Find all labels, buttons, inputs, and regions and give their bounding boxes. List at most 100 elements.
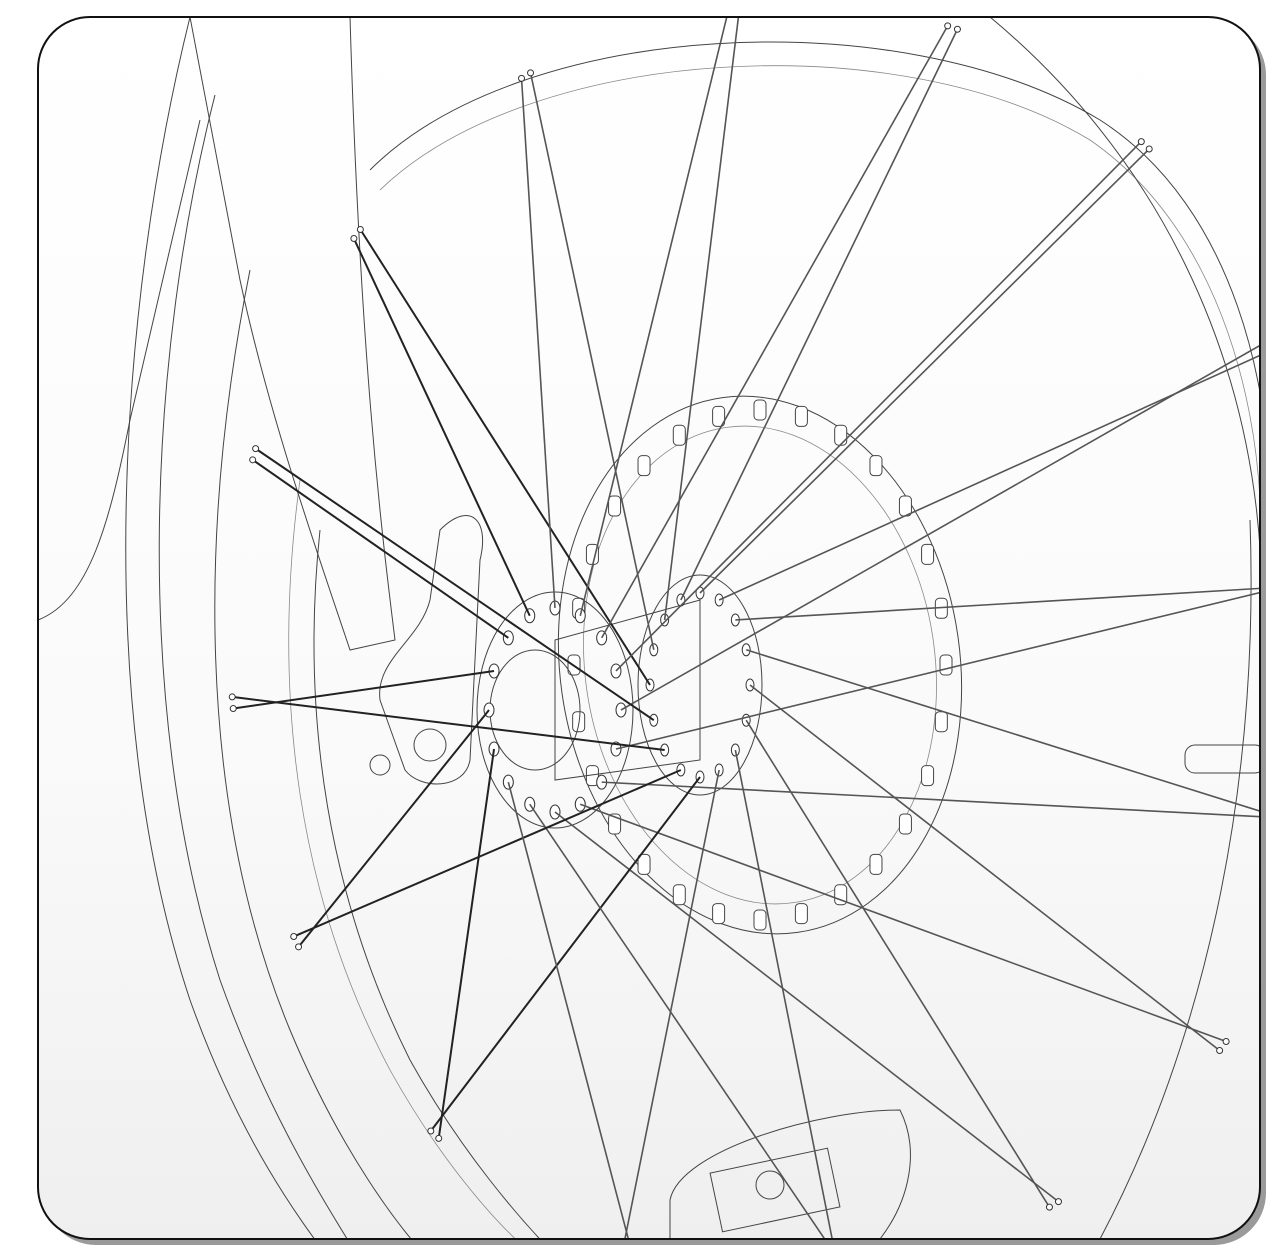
frame-border [37, 16, 1261, 1240]
spoke [579, 17, 731, 616]
spoke [663, 17, 741, 621]
spoke [430, 776, 701, 1132]
spoke-nipple [1145, 145, 1153, 153]
rotor-hole [753, 909, 767, 931]
quick-release-nut [413, 728, 447, 762]
hub-flange-left [476, 591, 634, 829]
spoke [749, 684, 1221, 1052]
spoke [680, 28, 959, 601]
spoke [293, 769, 682, 938]
wheel-drawing [38, 0, 1260, 1239]
rim-top [379, 65, 1260, 501]
spoke [520, 78, 556, 609]
reflector-bolt [755, 1170, 785, 1200]
spoke-nipple [295, 943, 303, 951]
spoke [615, 141, 1142, 672]
rotor-hole [934, 711, 948, 733]
rotor-hole [921, 543, 935, 565]
rotor-hole [898, 813, 912, 835]
rotor-hole [712, 903, 726, 925]
spoke-nipple [953, 25, 961, 33]
rotor-hole [939, 654, 953, 676]
rim-edge [313, 529, 561, 1239]
rotor-hole [712, 405, 726, 427]
spoke-nipple [1222, 1037, 1230, 1045]
rotor-hole [794, 903, 808, 925]
spoke-nipple [228, 693, 236, 701]
hub-flange-right [637, 574, 763, 796]
spoke-nipple [1137, 138, 1145, 146]
rotor-hole [572, 711, 586, 733]
spoke [600, 25, 949, 639]
spoke-nipple [229, 705, 237, 713]
spoke [255, 447, 655, 722]
rim-edge [288, 479, 541, 1239]
tire-tread [158, 94, 361, 1239]
spoke-nipple [350, 235, 358, 243]
spoke-hole [502, 774, 514, 790]
spoke [621, 769, 720, 1239]
spoke [735, 582, 1260, 621]
quick-release-hole [369, 754, 391, 776]
reflector-face [709, 1147, 841, 1233]
rotor-hole [921, 765, 935, 787]
spoke [529, 72, 655, 650]
rotor-hole [834, 424, 848, 446]
spoke [359, 228, 651, 686]
spoke [699, 148, 1150, 594]
spoke [601, 781, 1260, 821]
tire-sidewall [214, 269, 431, 1239]
reflector [669, 1109, 911, 1239]
quick-release-lever [379, 515, 484, 785]
rotor-hole [869, 853, 883, 875]
spoke-nipple [518, 74, 526, 82]
rim-right [1099, 519, 1252, 1239]
spoke-nipple [249, 456, 257, 464]
spoke [252, 458, 509, 639]
rotor-hole [608, 495, 622, 517]
rotor-hole [637, 455, 651, 477]
spoke [734, 749, 841, 1239]
brake-rotor-inner [583, 425, 937, 905]
brake-rotor [557, 395, 963, 935]
valve [1184, 744, 1260, 774]
spoke-nipple [356, 225, 364, 233]
spoke [437, 748, 496, 1139]
rotor-hole [608, 813, 622, 835]
spoke-nipple [252, 445, 260, 453]
spoke [745, 649, 1260, 833]
rotor-hole [753, 399, 767, 421]
spoke [507, 781, 634, 1239]
spoke [233, 669, 495, 710]
fender [38, 119, 201, 621]
spoke-nipple [427, 1127, 435, 1135]
rim-top [369, 41, 1260, 501]
rotor-hole [672, 884, 686, 906]
spoke [718, 342, 1260, 601]
tire-outline [125, 17, 331, 1239]
spoke-nipple [1045, 1203, 1053, 1211]
spoke [579, 803, 1227, 1043]
spoke-nipple [290, 933, 298, 941]
rotor-hole [834, 884, 848, 906]
rotor-hole [672, 424, 686, 446]
spoke [232, 695, 665, 752]
spoke [529, 803, 851, 1239]
fork-blade [189, 17, 396, 651]
rotor-hole [869, 455, 883, 477]
spoke [352, 238, 531, 617]
spoke-nipple [527, 69, 535, 77]
spoke [554, 811, 1059, 1203]
spoke-nipple [435, 1134, 443, 1142]
spoke [297, 709, 490, 948]
spoke [745, 719, 1051, 1208]
hub-body [554, 599, 701, 781]
spoke [615, 570, 1260, 750]
spoke-nipple [944, 22, 952, 30]
spoke-nipple [1216, 1047, 1224, 1055]
spoke-nipple [1054, 1198, 1062, 1206]
rotor-hole [637, 853, 651, 875]
spoke-nipple [737, 0, 743, 6]
